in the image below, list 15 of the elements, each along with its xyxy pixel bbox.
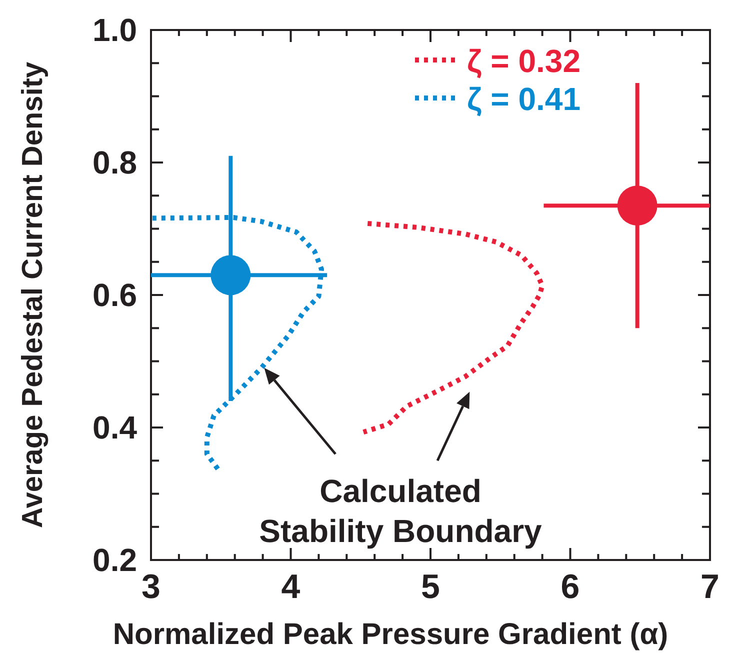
y-tick-label: 0.8 — [92, 144, 137, 180]
x-tick-label: 5 — [421, 568, 440, 606]
x-axis-title: Normalized Peak Pressure Gradient (α) — [112, 618, 668, 651]
x-tick-label: 3 — [142, 568, 160, 606]
y-axis-title: Average Pedestal Current Density — [17, 62, 49, 528]
legend-label: ζ = 0.32 — [467, 43, 580, 79]
y-tick-label: 0.4 — [92, 410, 138, 446]
y-tick-label: 0.2 — [92, 542, 137, 578]
x-tick-label: 4 — [281, 568, 300, 606]
legend-label: ζ = 0.41 — [467, 81, 580, 117]
y-tick-label: 1.0 — [92, 12, 137, 48]
y-tick-label: 0.6 — [92, 277, 137, 313]
x-tick-label: 7 — [700, 568, 720, 606]
annotation: Calculated Stability Boundary — [259, 472, 542, 549]
x-tick-label: 6 — [560, 568, 580, 606]
